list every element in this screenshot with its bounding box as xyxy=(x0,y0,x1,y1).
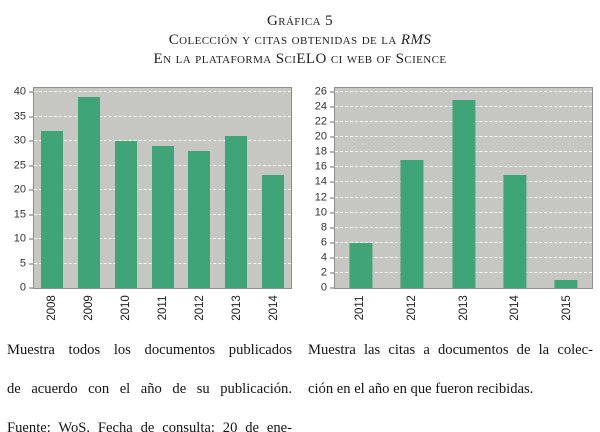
y-tick-mark xyxy=(29,214,33,215)
x-tick-label: 2013 xyxy=(457,295,470,321)
y-tick-mark xyxy=(330,151,334,153)
plot-area xyxy=(334,87,593,289)
y-tick-mark xyxy=(29,165,33,166)
x-tick-label: 2015 xyxy=(561,295,574,321)
y-tick-label: 40 xyxy=(13,85,26,98)
y-tick-label: 4 xyxy=(320,251,327,264)
y-tick-label: 25 xyxy=(13,159,26,171)
gridline xyxy=(335,91,592,92)
caption-line: de acuerdo con el año de su publicación. xyxy=(7,381,292,397)
y-tick-label: 2 xyxy=(320,266,327,279)
y-tick-mark xyxy=(29,91,33,93)
y-tick-label: 26 xyxy=(314,85,327,98)
figure-title-line2-text: Colección y citas obtenidas de la xyxy=(168,32,401,48)
y-tick-mark xyxy=(330,212,334,214)
y-tick-label: 6 xyxy=(320,236,327,249)
y-tick-label: 15 xyxy=(13,208,26,220)
y-tick-mark xyxy=(29,287,33,289)
bar-2013 xyxy=(224,136,247,288)
y-tick-mark xyxy=(29,263,33,264)
bar-2012 xyxy=(188,150,211,288)
gridline xyxy=(34,91,291,92)
caption-line: Muestra las citas a documentos de la col… xyxy=(308,342,593,358)
figure-title-line1: Gráfica 5 xyxy=(266,13,334,29)
figure-title-line2: Colección y citas obtenidas de la RMS xyxy=(0,31,600,50)
plot-wrap: 0 2 4 6 8 10 12 14 16 18 20 22 24 26 xyxy=(308,85,593,293)
x-tick-label: 2012 xyxy=(405,295,418,321)
x-tick-label: 2011 xyxy=(156,295,169,321)
y-tick-mark xyxy=(29,116,33,117)
y-tick-label: 14 xyxy=(314,175,327,188)
plot-wrap: 0 5 10 15 20 25 30 35 40 xyxy=(7,85,292,293)
journal-abbreviation: RMS xyxy=(400,32,432,48)
bar-2014 xyxy=(503,174,527,288)
y-tick-label: 0 xyxy=(320,281,327,294)
x-tick-label: 2014 xyxy=(509,295,522,321)
y-tick-label: 10 xyxy=(314,206,327,219)
y-tick-mark xyxy=(330,91,334,93)
y-tick-mark xyxy=(330,257,334,259)
gridline xyxy=(34,140,291,141)
x-tick-label: 2013 xyxy=(230,295,243,321)
y-tick-label: 20 xyxy=(314,130,327,143)
y-tick-mark xyxy=(330,121,334,123)
bar-2015 xyxy=(554,280,578,288)
x-axis-labels: 2011 2012 2013 2014 2015 xyxy=(334,289,593,329)
left-chart-caption: Muestra todos los documentos publicados … xyxy=(7,341,292,432)
gridline xyxy=(34,115,291,117)
y-tick-label: 5 xyxy=(19,257,26,269)
x-tick-label: 2010 xyxy=(119,295,132,321)
bar-2008 xyxy=(41,131,64,288)
y-tick-mark xyxy=(330,197,334,199)
y-tick-mark xyxy=(330,287,334,289)
y-tick-label: 30 xyxy=(13,134,26,147)
y-tick-mark xyxy=(330,242,334,244)
y-tick-label: 35 xyxy=(13,110,26,122)
y-tick-mark xyxy=(330,166,334,168)
y-tick-label: 8 xyxy=(320,221,327,234)
x-axis-labels: 2008 2009 2010 2011 2012 2013 2014 xyxy=(33,289,292,329)
y-tick-mark xyxy=(29,189,33,191)
caption-line: Fuente: WoS. Fecha de consulta: 20 de en… xyxy=(7,420,292,432)
y-tick-mark xyxy=(29,238,33,240)
bar-2014 xyxy=(261,175,284,288)
bar-2011 xyxy=(151,145,174,288)
bar-2013 xyxy=(451,99,476,288)
x-tick-label: 2011 xyxy=(353,295,366,321)
figure-title: Gráfica 5 Colección y citas obtenidas de… xyxy=(0,12,600,69)
y-tick-label: 20 xyxy=(13,183,26,196)
y-tick-label: 16 xyxy=(314,160,327,173)
y-tick-mark xyxy=(29,140,33,142)
bar-2010 xyxy=(114,141,137,288)
x-tick-label: 2012 xyxy=(193,295,206,321)
bar-2011 xyxy=(349,242,373,288)
caption-line: Muestra todos los documentos publicados xyxy=(7,342,292,358)
captions-row: Muestra todos los documentos publicados … xyxy=(0,341,600,432)
right-chart-caption: Muestra las citas a documentos de la col… xyxy=(308,341,593,432)
bar-2012 xyxy=(400,159,424,288)
y-axis: 0 2 4 6 8 10 12 14 16 18 20 22 24 26 xyxy=(308,85,334,293)
y-tick-mark xyxy=(330,227,334,229)
y-tick-label: 10 xyxy=(13,232,26,245)
caption-line: ción en el año en que fueron recibidas. xyxy=(308,381,534,397)
charts-row: 0 5 10 15 20 25 30 35 40 2008 2009 2010 2011 2012 201… xyxy=(0,85,600,329)
x-tick-label: 2009 xyxy=(82,295,95,321)
publications-bar-chart: 0 5 10 15 20 25 30 35 40 2008 2009 2010 2011 2012 201… xyxy=(7,85,292,329)
y-tick-label: 12 xyxy=(314,191,327,204)
y-tick-label: 18 xyxy=(314,145,327,158)
plot-area xyxy=(33,87,292,289)
bar-2009 xyxy=(78,96,101,288)
x-tick-label: 2008 xyxy=(45,295,58,321)
y-tick-mark xyxy=(330,272,334,274)
y-tick-label: 24 xyxy=(314,100,327,113)
citations-bar-chart: 0 2 4 6 8 10 12 14 16 18 20 22 24 26 2011 2012 2013 2014… xyxy=(308,85,593,329)
x-tick-label: 2014 xyxy=(267,295,280,321)
y-tick-mark xyxy=(330,181,334,183)
y-tick-label: 22 xyxy=(314,115,327,128)
y-tick-mark xyxy=(330,136,334,138)
y-tick-mark xyxy=(330,106,334,108)
figure-title-line3: En la plataforma SciELO ci web of Scienc… xyxy=(153,51,447,67)
y-tick-label: 0 xyxy=(19,281,26,294)
y-axis: 0 5 10 15 20 25 30 35 40 xyxy=(7,85,33,293)
